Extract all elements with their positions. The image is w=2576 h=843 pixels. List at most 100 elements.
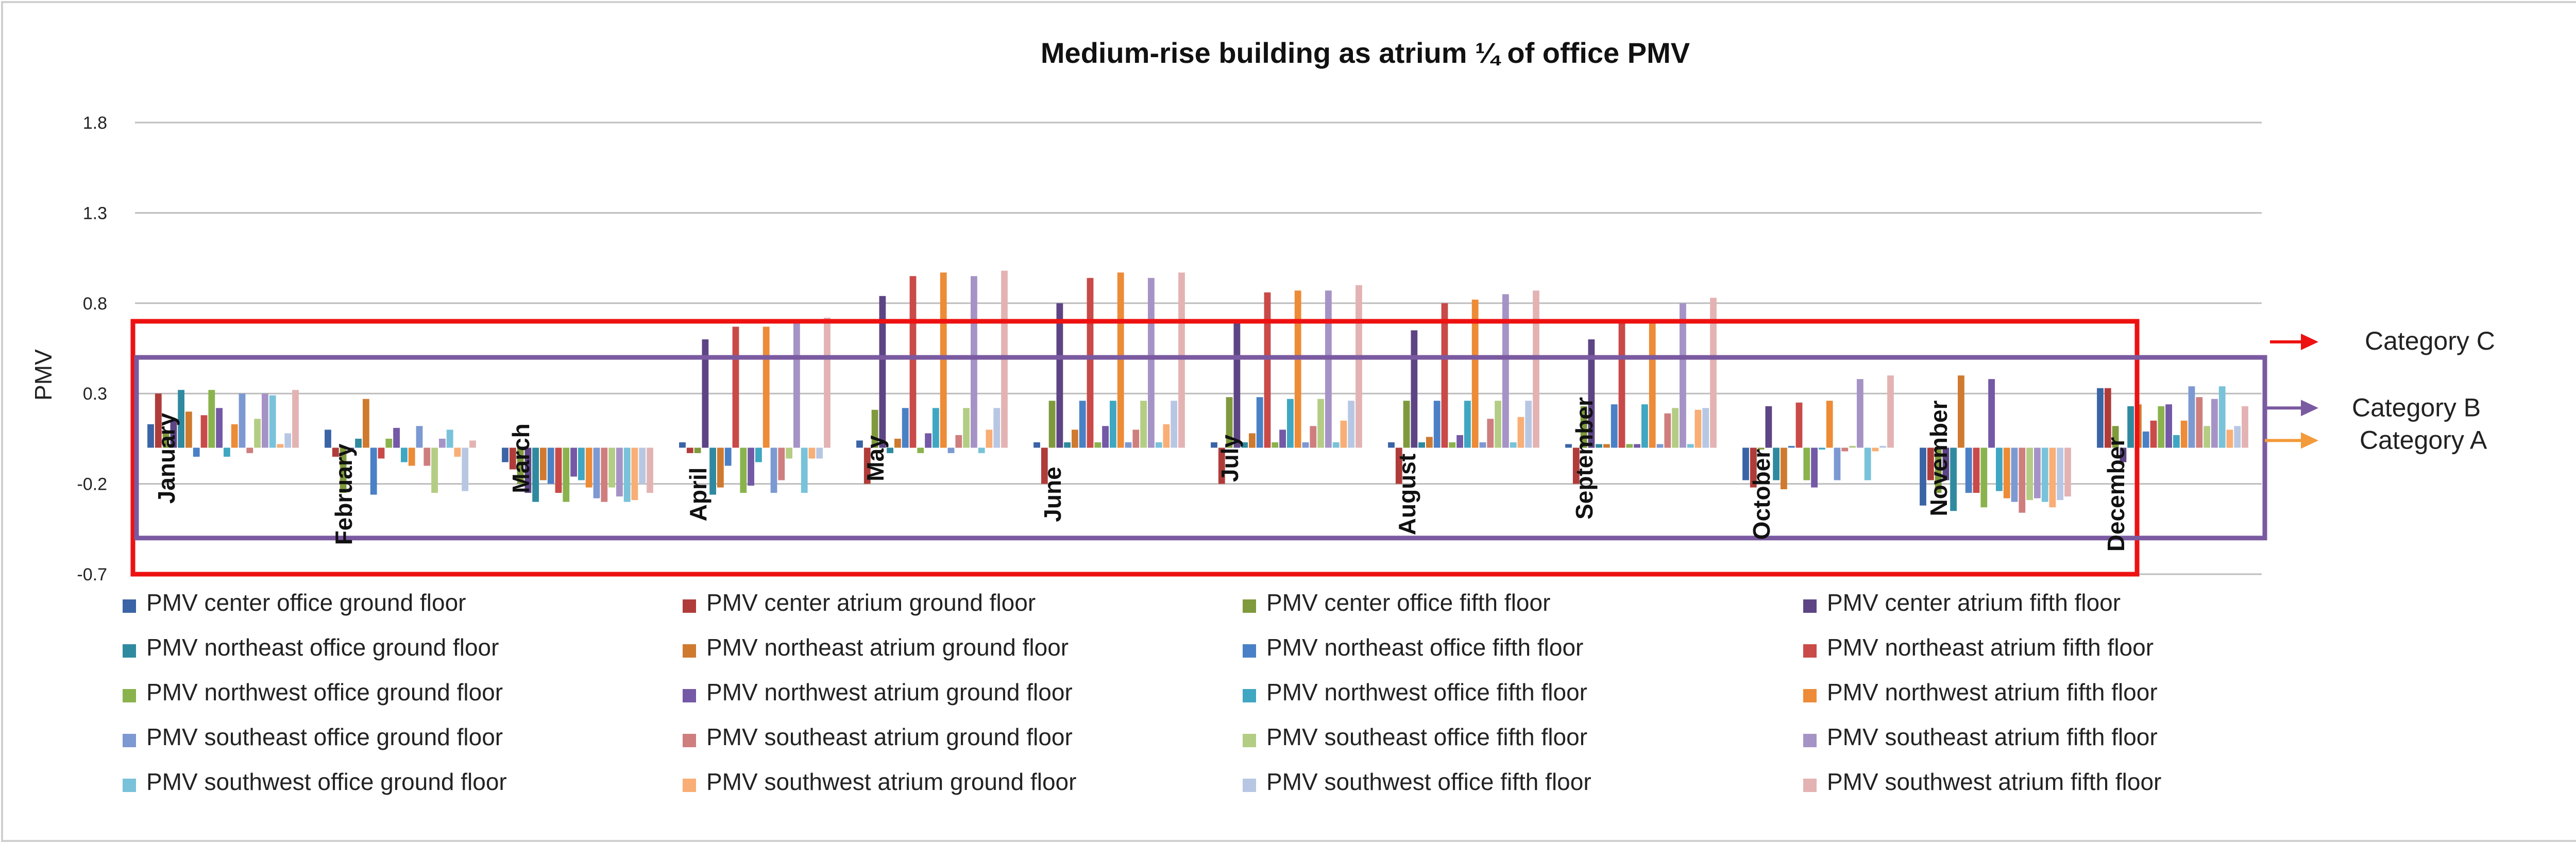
month-label: January [153, 412, 180, 504]
bar [647, 448, 653, 493]
bar [1256, 397, 1263, 448]
bar [724, 448, 732, 466]
month-label: July [1216, 435, 1243, 482]
bar [1973, 448, 1980, 493]
legend-label: PMV southeast atrium fifth floor [1827, 724, 2158, 750]
bar [801, 448, 808, 493]
bar [355, 438, 362, 448]
bar [1702, 408, 1709, 448]
category-b-box [134, 355, 2267, 541]
bar [1048, 401, 1056, 448]
legend-swatch [1243, 689, 1256, 702]
legend-swatch [1803, 689, 1817, 702]
bar [1525, 401, 1532, 448]
bar [816, 448, 823, 459]
bar [1087, 278, 1094, 448]
bar [1418, 442, 1425, 448]
bar [863, 448, 871, 484]
bar [200, 415, 208, 448]
bar [325, 429, 331, 448]
legend-swatch [683, 734, 696, 747]
legend-item: PMV center atrium ground floor [683, 589, 1036, 616]
bar [1117, 272, 1124, 448]
month-label: June [1039, 467, 1066, 522]
legend-item: PMV northeast atrium ground floor [683, 634, 1069, 661]
legend-label: PMV northeast atrium ground floor [706, 634, 1069, 661]
bar [1388, 442, 1395, 448]
bar [446, 429, 453, 448]
bar [1879, 445, 1887, 448]
bars [147, 270, 2248, 513]
bar [262, 393, 268, 448]
legend-swatch [123, 689, 136, 702]
bar [547, 448, 554, 484]
bar [1479, 442, 1486, 448]
bar [1279, 429, 1286, 448]
month-label: September [1571, 397, 1598, 520]
legend-item: PMV southeast office fifth floor [1243, 724, 1587, 750]
bar [185, 411, 192, 448]
month-label: May [862, 435, 889, 481]
category-b-arrow-head [2301, 400, 2318, 417]
bar [1449, 442, 1456, 448]
bar [1310, 426, 1317, 448]
bar [2049, 448, 2056, 508]
bar [1603, 444, 1610, 448]
bar [2041, 448, 2048, 502]
legend-item: PMV northwest atrium ground floor [683, 679, 1073, 706]
bar [1742, 448, 1749, 480]
legend-swatch [1243, 644, 1256, 658]
y-tick-labels: 1.8 1.3 0.8 0.3 -0.2 -0.7 [77, 113, 107, 584]
bar [778, 448, 785, 480]
bar [971, 276, 977, 448]
bar [879, 296, 886, 448]
legend-item: PMV northwest atrium fifth floor [1803, 679, 2158, 706]
bar [1249, 433, 1256, 448]
bar [502, 448, 509, 462]
bar [385, 438, 393, 448]
bar [1942, 448, 1950, 480]
bar [1140, 401, 1147, 448]
bar [193, 448, 200, 457]
y-tick-label: 0.3 [83, 384, 107, 404]
bar [1710, 298, 1717, 448]
bar [524, 448, 532, 493]
bar [686, 448, 693, 453]
bar [2104, 388, 2111, 448]
bar [585, 448, 592, 488]
bar [1102, 426, 1109, 448]
bar [1781, 448, 1787, 490]
bar [909, 276, 917, 448]
bar [1765, 406, 1772, 448]
legend-label: PMV southeast office fifth floor [1266, 724, 1587, 750]
bar [1094, 442, 1101, 448]
bar [1980, 448, 1988, 508]
bar [1935, 448, 1942, 493]
bar [2211, 399, 2218, 448]
bar [616, 448, 623, 497]
bar [601, 448, 608, 502]
bar [2064, 448, 2071, 497]
bar [978, 448, 985, 453]
bar [1958, 375, 1964, 448]
legend-item: PMV center atrium fifth floor [1803, 589, 2121, 616]
category-a-arrow-head [2301, 432, 2318, 449]
bar [1294, 290, 1301, 448]
bar [593, 448, 600, 498]
bar [423, 448, 431, 466]
bar [1471, 299, 1479, 448]
bar [2142, 431, 2149, 448]
bar [439, 438, 446, 448]
bar [1041, 448, 1048, 484]
legend-item: PMV southeast atrium ground floor [683, 724, 1073, 750]
bar [1464, 401, 1471, 448]
bar [770, 448, 777, 493]
bar [2226, 429, 2233, 448]
bar [2057, 448, 2064, 501]
bar [2180, 420, 2188, 448]
bar [1920, 448, 1926, 506]
month-label: March [507, 423, 534, 493]
legend-swatch [683, 779, 696, 792]
bar [2097, 388, 2104, 448]
